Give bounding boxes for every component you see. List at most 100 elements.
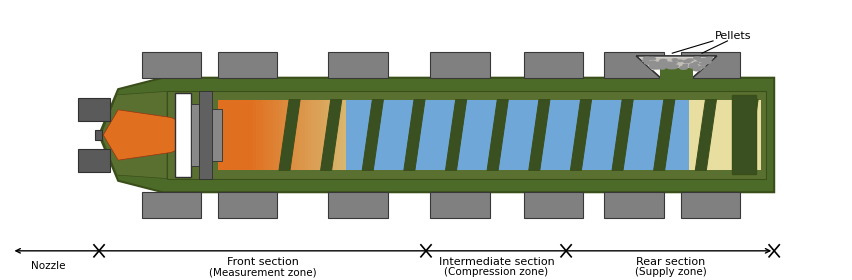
Bar xyxy=(167,91,766,179)
Bar xyxy=(320,99,325,171)
Text: (Measurement zone): (Measurement zone) xyxy=(209,267,317,277)
Circle shape xyxy=(670,66,677,69)
Bar xyxy=(327,99,331,171)
Circle shape xyxy=(687,59,693,61)
Bar xyxy=(191,104,199,165)
Circle shape xyxy=(671,64,675,65)
Bar xyxy=(343,99,348,171)
Circle shape xyxy=(680,67,688,69)
Bar xyxy=(212,109,222,161)
Circle shape xyxy=(651,61,656,63)
Circle shape xyxy=(664,64,671,66)
Polygon shape xyxy=(487,99,509,171)
Bar xyxy=(302,99,306,171)
Circle shape xyxy=(649,65,658,68)
Bar xyxy=(430,52,490,78)
Circle shape xyxy=(690,64,697,66)
Bar xyxy=(256,99,261,171)
Circle shape xyxy=(683,60,691,63)
Bar xyxy=(285,99,290,171)
Polygon shape xyxy=(653,99,675,171)
Circle shape xyxy=(694,57,700,59)
Polygon shape xyxy=(570,99,591,171)
Polygon shape xyxy=(636,56,717,78)
Circle shape xyxy=(699,63,706,65)
Circle shape xyxy=(659,63,665,65)
Circle shape xyxy=(642,60,649,62)
Text: Rear section: Rear section xyxy=(636,257,705,267)
Circle shape xyxy=(662,65,670,68)
Circle shape xyxy=(648,62,653,63)
Circle shape xyxy=(703,61,711,64)
Circle shape xyxy=(645,62,651,64)
Circle shape xyxy=(694,69,700,71)
Circle shape xyxy=(692,65,698,67)
Circle shape xyxy=(651,66,659,69)
Bar xyxy=(308,99,312,171)
Bar xyxy=(328,52,388,78)
Bar xyxy=(524,52,583,78)
Circle shape xyxy=(672,62,677,63)
Bar xyxy=(273,99,277,171)
Bar xyxy=(328,192,388,218)
Bar xyxy=(218,192,278,218)
Bar xyxy=(282,99,286,171)
Circle shape xyxy=(670,66,676,68)
Bar xyxy=(218,52,278,78)
Bar xyxy=(681,52,740,78)
Circle shape xyxy=(672,59,677,60)
Bar xyxy=(78,149,110,172)
Circle shape xyxy=(704,60,711,62)
Polygon shape xyxy=(529,99,550,171)
Polygon shape xyxy=(279,99,300,171)
Circle shape xyxy=(651,66,657,69)
Circle shape xyxy=(660,67,665,69)
Circle shape xyxy=(695,67,700,69)
Circle shape xyxy=(683,64,688,66)
Bar xyxy=(314,99,319,171)
Polygon shape xyxy=(446,99,467,171)
Polygon shape xyxy=(404,99,425,171)
Polygon shape xyxy=(99,78,774,192)
Circle shape xyxy=(663,64,667,66)
Bar xyxy=(340,99,344,171)
Bar xyxy=(331,99,334,171)
Text: Pellets: Pellets xyxy=(715,31,751,41)
Polygon shape xyxy=(320,99,342,171)
Bar xyxy=(305,99,308,171)
Circle shape xyxy=(653,63,659,65)
Circle shape xyxy=(659,60,666,63)
Circle shape xyxy=(660,59,667,62)
Bar xyxy=(660,68,693,79)
Bar xyxy=(218,99,250,171)
Bar xyxy=(291,99,296,171)
Circle shape xyxy=(701,58,708,60)
Polygon shape xyxy=(362,99,383,171)
Bar xyxy=(732,95,756,174)
Circle shape xyxy=(665,62,672,65)
Circle shape xyxy=(689,66,695,67)
Text: (Supply zone): (Supply zone) xyxy=(635,267,706,277)
Circle shape xyxy=(678,60,682,62)
Bar xyxy=(253,99,257,171)
Circle shape xyxy=(694,62,699,64)
Bar xyxy=(337,99,341,171)
Bar xyxy=(430,192,490,218)
Circle shape xyxy=(671,65,678,67)
Circle shape xyxy=(643,57,651,60)
Bar xyxy=(604,52,664,78)
Bar xyxy=(141,52,201,78)
Bar xyxy=(333,99,337,171)
Polygon shape xyxy=(640,57,713,70)
Bar xyxy=(276,99,279,171)
Bar xyxy=(141,192,201,218)
Circle shape xyxy=(656,62,662,64)
Bar xyxy=(295,99,299,171)
Bar xyxy=(250,99,254,171)
Bar xyxy=(524,192,583,218)
Bar xyxy=(681,192,740,218)
Circle shape xyxy=(706,57,712,59)
Bar xyxy=(604,192,664,218)
Circle shape xyxy=(697,59,705,61)
Circle shape xyxy=(653,64,661,66)
